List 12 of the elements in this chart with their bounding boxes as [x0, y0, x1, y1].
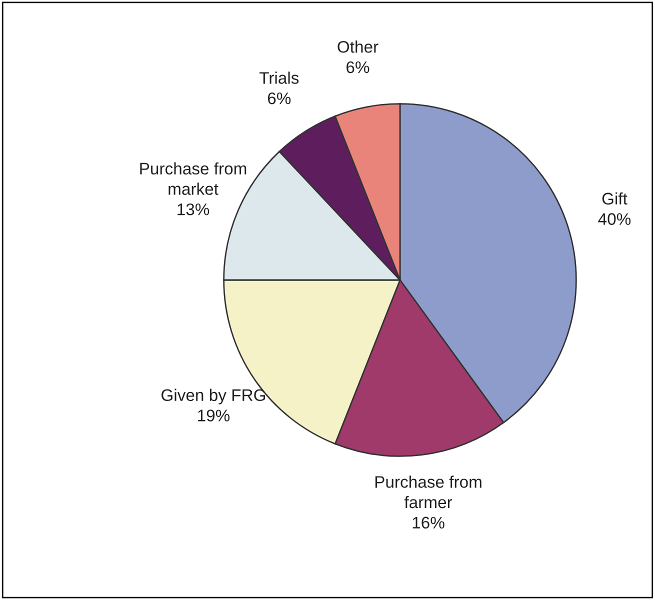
data-label: 40%	[598, 213, 631, 225]
slice-label: Other	[338, 40, 378, 53]
slice-label: Purchase from farmer	[375, 476, 482, 508]
data-label: 6%	[346, 61, 370, 74]
slice-label: Gift	[602, 192, 628, 205]
data-label: 13%	[178, 203, 210, 216]
data-label: 19%	[198, 410, 230, 422]
data-label: 16%	[412, 516, 444, 529]
slice-label: Purchase from market	[140, 162, 246, 195]
data-label: 6%	[268, 92, 291, 104]
slice-label: Given by FRG	[162, 388, 266, 404]
slice-label: Trials	[259, 72, 299, 84]
